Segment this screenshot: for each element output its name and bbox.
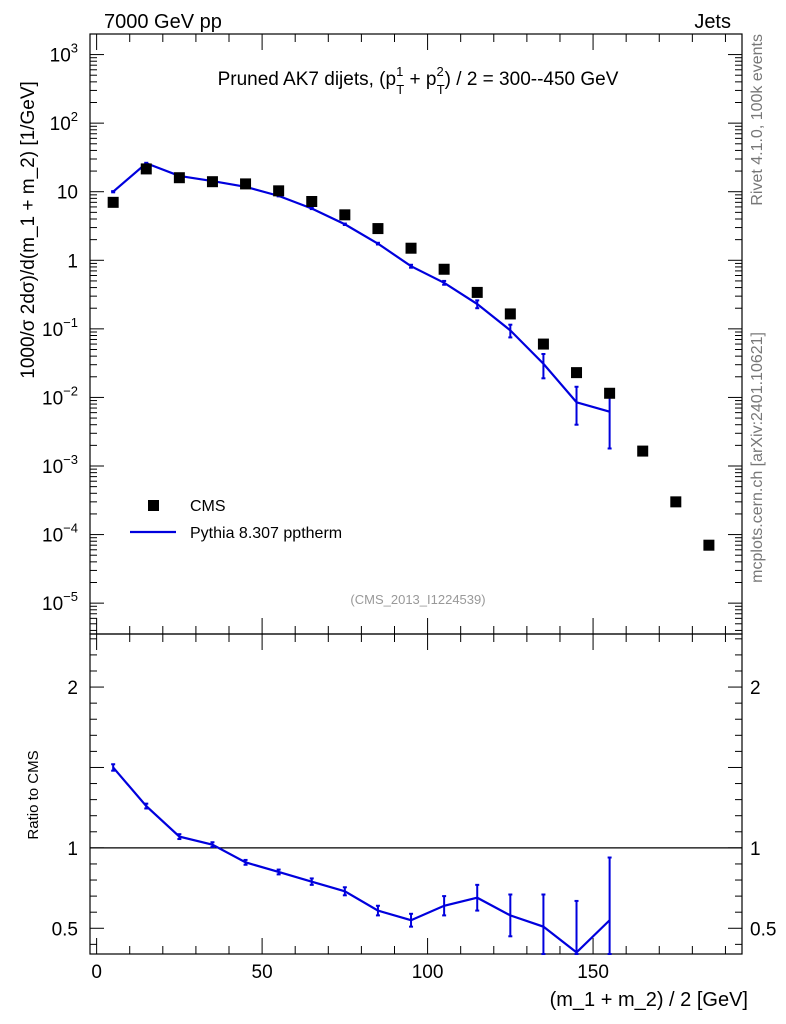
cms-data-point <box>670 496 682 508</box>
cms-data-point <box>306 195 318 207</box>
y-tick-base: 10 <box>57 183 78 204</box>
pythia-ratio-line <box>112 766 611 954</box>
y-tick-base: 10 <box>42 594 63 615</box>
ratio-axis: 0.5 0.5 1 1 2 2 <box>52 638 776 945</box>
y-tick-label: 103 <box>50 41 78 67</box>
x-tick-label: 50 <box>252 962 273 983</box>
y-tick-base: 10 <box>42 457 63 478</box>
cms-data-point <box>206 176 218 188</box>
y-tick-exponent: −5 <box>63 589 78 604</box>
x-tick-label: 0 <box>91 962 102 983</box>
y-tick-base: 1 <box>67 251 78 272</box>
ratio-tick-label: 1 <box>67 839 78 860</box>
y-tick-label: 1 <box>67 251 78 272</box>
y-tick-exponent: −3 <box>63 452 78 467</box>
y-tick-exponent: −4 <box>63 521 78 536</box>
main-series <box>107 161 715 551</box>
ratio-tick-label-right: 0.5 <box>750 919 776 940</box>
cms-data-point <box>339 209 351 221</box>
title-sub2: T <box>437 82 445 97</box>
y-tick-label: 102 <box>50 109 78 135</box>
cms-data-point <box>471 286 483 298</box>
title-sup1: 1 <box>396 64 403 79</box>
y-tick-base: 10 <box>42 526 63 547</box>
cms-data-point <box>703 539 715 551</box>
cms-data-point <box>140 163 152 175</box>
ratio-tick-label: 2 <box>67 678 78 699</box>
y-tick-exponent: −1 <box>63 315 78 330</box>
cms-data-point <box>504 308 516 320</box>
y-tick-exponent: 3 <box>71 41 78 56</box>
side-label-bottom: mcplots.cern.ch [arXiv:2401.10621] <box>749 332 766 583</box>
ratio-y-axis-label: Ratio to CMS <box>25 750 42 839</box>
x-tick-label: 150 <box>577 962 609 983</box>
cms-data-point <box>604 387 616 399</box>
title-sup2: 2 <box>436 64 443 79</box>
ratio-tick-label-right: 1 <box>750 839 761 860</box>
y-tick-label: 10−5 <box>42 589 78 615</box>
title-mid: + p <box>404 69 436 90</box>
y-tick-label: 10−2 <box>42 383 78 409</box>
y-tick-label: 10−1 <box>42 315 78 341</box>
chart-title: Pruned AK7 dijets, (p1 T + p2 T) / 2 = 300… <box>218 64 619 97</box>
y-tick-base: 10 <box>50 46 71 67</box>
ratio-tick-label-right: 2 <box>750 678 761 699</box>
x-axis: 0 50 100 150 <box>91 34 726 983</box>
cms-data-point <box>107 196 119 208</box>
cms-data-point <box>372 223 384 235</box>
header-left: 7000 GeV pp <box>104 11 222 33</box>
y-tick-label: 10−4 <box>42 521 78 547</box>
y-tick-base: 10 <box>50 114 71 135</box>
cms-data-point <box>273 185 285 197</box>
x-axis-label: (m_1 + m_2) / 2 [GeV] <box>550 989 748 1011</box>
main-plot-frame <box>89 33 743 635</box>
cms-data-point <box>173 172 185 184</box>
y-tick-exponent: 2 <box>71 109 78 124</box>
x-tick-label: 100 <box>412 962 444 983</box>
header-right: Jets <box>694 11 731 33</box>
pythia-line <box>112 161 610 413</box>
y-tick-label: 10−3 <box>42 452 78 478</box>
main-y-axis-label: 1000/σ 2dσ)/d(m_1 + m_2) [1/GeV] <box>18 81 39 379</box>
y-tick-exponent: −2 <box>63 383 78 398</box>
y-tick-label: 10 <box>57 183 78 204</box>
legend-label-cms: CMS <box>190 498 226 515</box>
cms-data-point <box>438 263 450 275</box>
ratio-plot-frame <box>89 633 743 955</box>
side-label-top: Rivet 4.1.0, 100k events <box>749 34 766 206</box>
title-prefix: Pruned AK7 dijets, (p <box>218 69 397 90</box>
legend: CMS Pythia 8.307 pptherm <box>130 498 342 542</box>
cms-data-point <box>537 338 549 350</box>
cms-data-point <box>637 445 649 457</box>
title-sub1: T <box>396 82 404 97</box>
ratio-series <box>111 763 612 955</box>
cms-data-point <box>240 178 252 190</box>
y-tick-base: 10 <box>42 388 63 409</box>
legend-marker-cms <box>148 500 159 511</box>
title-suffix: ) / 2 = 300--450 GeV <box>445 69 619 90</box>
cms-data-point <box>571 367 583 379</box>
ratio-tick-label: 0.5 <box>52 919 78 940</box>
cms-data-point <box>405 242 417 254</box>
y-tick-base: 10 <box>42 320 63 341</box>
legend-label-pythia: Pythia 8.307 pptherm <box>190 525 342 542</box>
analysis-label: (CMS_2013_I1224539) <box>350 592 485 607</box>
